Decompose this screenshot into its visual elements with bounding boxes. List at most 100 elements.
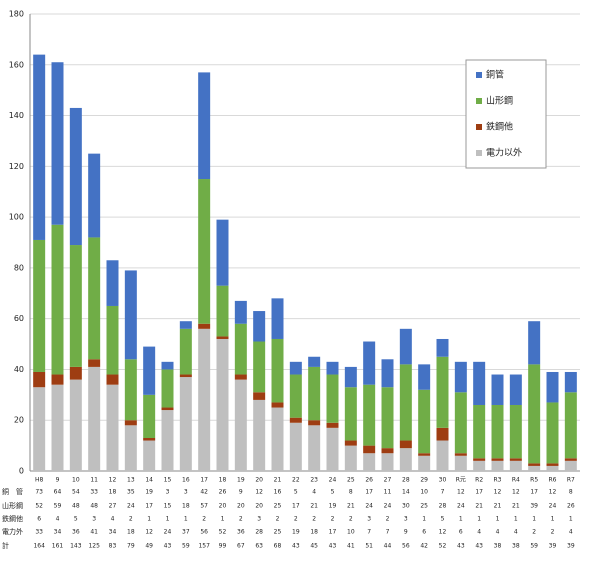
bar-segment <box>454 453 467 456</box>
y-tick-label: 120 <box>9 162 24 171</box>
bar-segment <box>33 54 46 240</box>
x-tick-label: 12 <box>109 477 117 484</box>
bar-segment <box>326 422 339 428</box>
bar-segment <box>528 321 541 365</box>
table-cell: 25 <box>420 503 428 510</box>
table-cell: 12 <box>457 489 465 496</box>
table-cell: 41 <box>90 529 98 536</box>
bar-segment <box>546 371 559 403</box>
table-total: 59 <box>182 543 190 550</box>
bar-segment <box>271 298 284 339</box>
bar-segment <box>124 359 137 421</box>
table-cell: 1 <box>514 516 518 523</box>
table-cell: 64 <box>54 489 62 496</box>
table-cell: 18 <box>127 529 135 536</box>
bar-segment <box>253 311 266 342</box>
bar-segment <box>308 356 321 367</box>
table-cell: 5 <box>294 489 298 496</box>
table-total: 51 <box>365 543 373 550</box>
table-cell: 52 <box>35 503 43 510</box>
y-tick-label: 140 <box>9 111 24 120</box>
bar-segment <box>161 361 174 370</box>
table-cell: 28 <box>255 529 263 536</box>
bar-segment <box>454 361 467 393</box>
table-cell: 8 <box>349 489 353 496</box>
table-cell: 1 <box>496 516 500 523</box>
table-total: 161 <box>52 543 64 550</box>
table-cell: 3 <box>166 489 170 496</box>
table-cell: 24 <box>365 503 373 510</box>
bar-segment <box>88 153 101 238</box>
table-cell: 37 <box>182 529 190 536</box>
bar-segment <box>88 359 101 367</box>
table-cell: 24 <box>384 503 392 510</box>
table-row-label: 電力外 <box>2 527 23 536</box>
x-tick-label: 21 <box>274 477 282 484</box>
table-cell: 17 <box>365 489 373 496</box>
x-tick-label: 22 <box>292 477 300 484</box>
table-cell: 4 <box>312 489 316 496</box>
table-total: 43 <box>292 543 300 550</box>
bar-segment <box>33 387 46 471</box>
bar-segment <box>234 374 247 380</box>
x-tick-label: R7 <box>567 477 575 484</box>
table-cell: 3 <box>367 516 371 523</box>
table-cell: 48 <box>90 503 98 510</box>
bar-segment <box>454 455 467 471</box>
legend-label: 鉄鋼他 <box>486 121 513 133</box>
bar-segment <box>271 407 284 471</box>
table-row-label: 計 <box>2 541 9 550</box>
table-cell: 2 <box>349 516 353 523</box>
x-tick-label: 9 <box>56 477 60 484</box>
bar-segment <box>161 410 174 471</box>
bar-segment <box>33 239 46 372</box>
bar-segment <box>418 455 431 471</box>
bar-segment <box>271 338 284 403</box>
bar-segment <box>161 369 174 408</box>
bar-segment <box>308 420 321 426</box>
table-cell: 18 <box>310 529 318 536</box>
x-tick-label: 23 <box>310 477 318 484</box>
bar-segment <box>363 453 376 471</box>
bar-segment <box>399 448 412 471</box>
table-cell: 34 <box>54 529 62 536</box>
bar-segment <box>289 374 302 418</box>
legend-label: 山形鋼 <box>486 95 513 107</box>
bar-segment <box>143 346 156 395</box>
table-cell: 2 <box>386 516 390 523</box>
x-tick-label: 20 <box>255 477 263 484</box>
legend-swatch <box>476 124 482 130</box>
bar-segment <box>51 374 64 385</box>
bar-segment <box>509 458 522 461</box>
table-cell: 2 <box>551 529 555 536</box>
table-cell: 36 <box>72 529 80 536</box>
table-total: 43 <box>164 543 172 550</box>
table-total: 83 <box>109 543 117 550</box>
bar-segment <box>564 460 577 471</box>
table-total: 99 <box>219 543 227 550</box>
table-cell: 16 <box>274 489 282 496</box>
table-cell: 17 <box>329 529 337 536</box>
x-tick-label: H8 <box>35 477 44 484</box>
bar-segment <box>88 366 101 471</box>
table-cell: 30 <box>402 503 410 510</box>
bar-segment <box>546 402 559 464</box>
table-cell: 19 <box>329 503 337 510</box>
bar-segment <box>344 440 357 446</box>
bar-segment <box>546 463 559 466</box>
table-cell: 6 <box>37 516 41 523</box>
bar-segment <box>179 328 192 375</box>
x-tick-label: 13 <box>127 477 135 484</box>
table-cell: 2 <box>312 516 316 523</box>
table-total: 157 <box>198 543 210 550</box>
x-tick-label: 30 <box>439 477 447 484</box>
table-cell: 21 <box>347 503 355 510</box>
bar-segment <box>399 328 412 365</box>
table-total: 63 <box>255 543 263 550</box>
table-cell: 34 <box>109 529 117 536</box>
table-cell: 7 <box>386 529 390 536</box>
table-cell: 54 <box>72 489 80 496</box>
table-cell: 42 <box>200 489 208 496</box>
table-cell: 25 <box>274 503 282 510</box>
table-cell: 12 <box>494 489 502 496</box>
